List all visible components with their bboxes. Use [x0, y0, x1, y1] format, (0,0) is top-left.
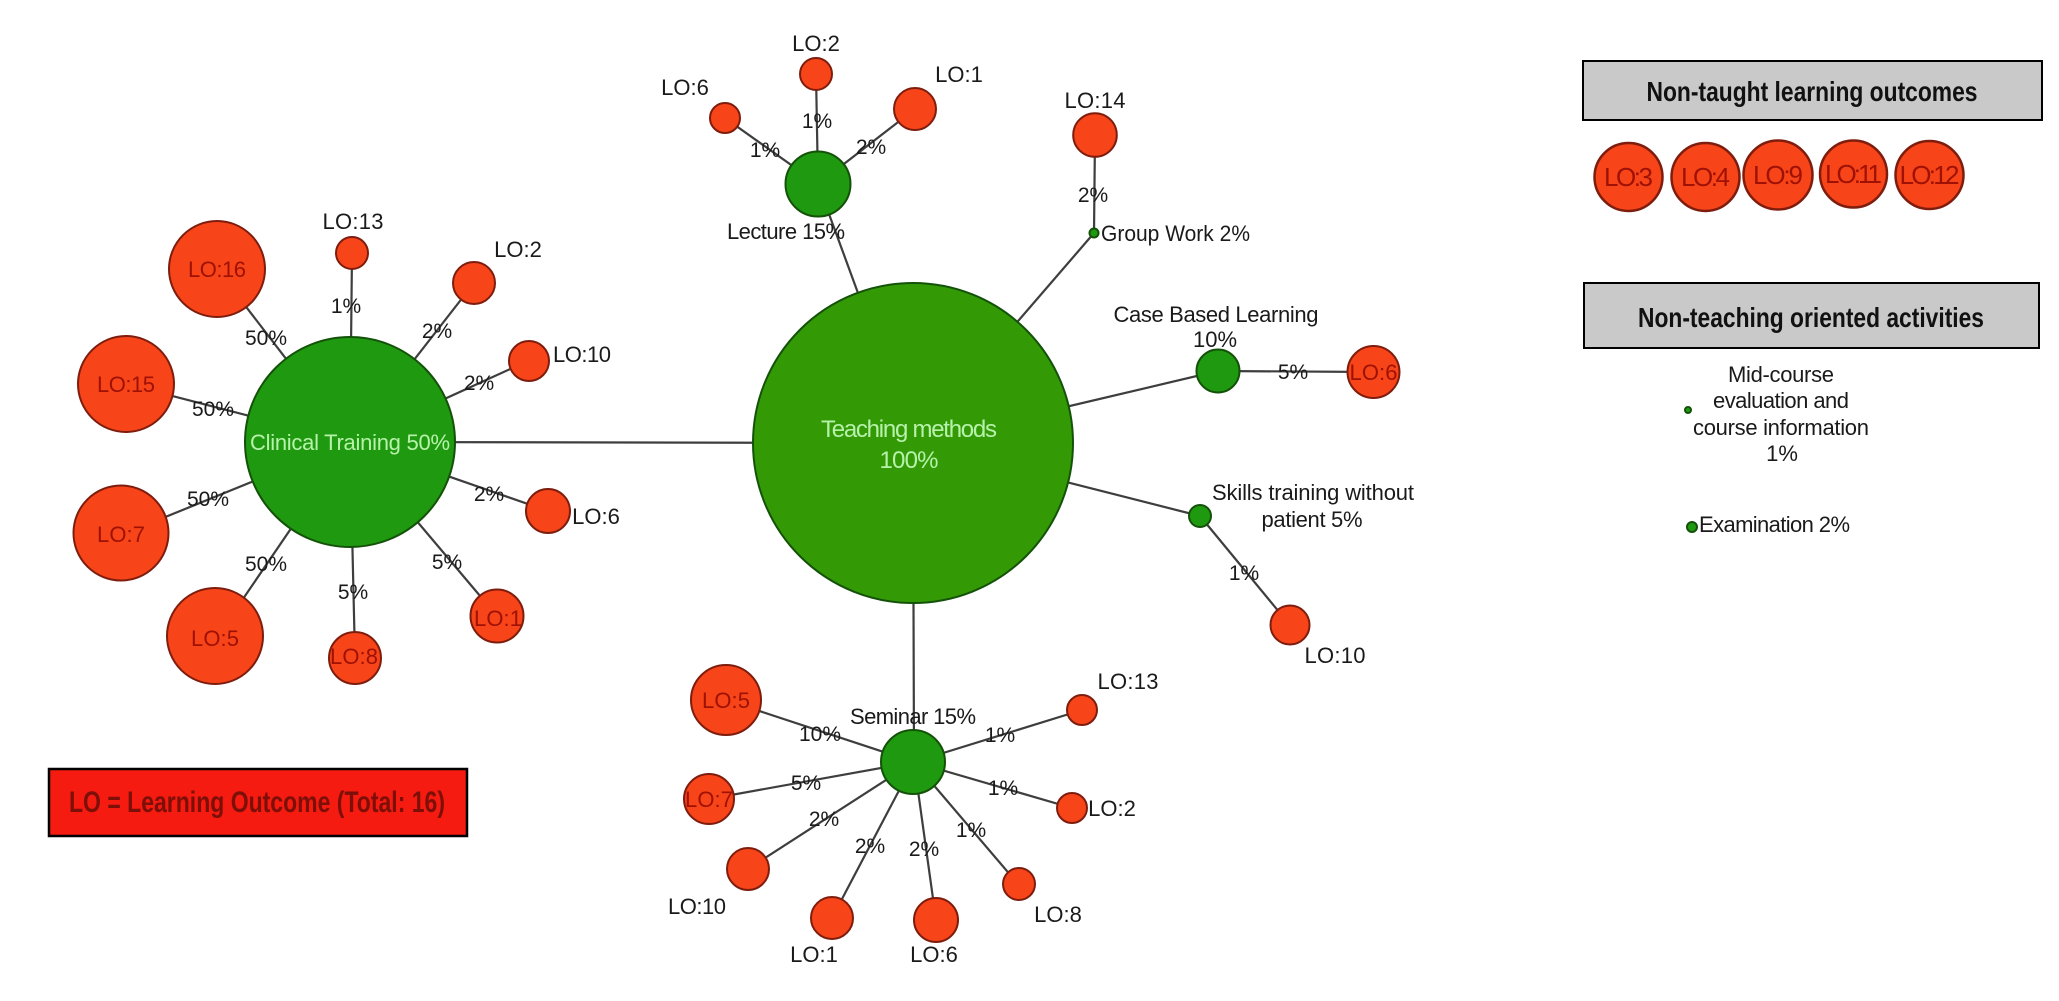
svg-text:1%: 1% — [331, 295, 361, 318]
svg-text:evaluation and: evaluation and — [1713, 388, 1849, 413]
svg-text:LO:9: LO:9 — [1753, 160, 1803, 190]
svg-text:LO:6: LO:6 — [661, 75, 709, 100]
svg-text:50%: 50% — [192, 398, 234, 421]
svg-text:LO:6: LO:6 — [572, 504, 620, 529]
svg-text:Group Work 2%: Group Work 2% — [1101, 221, 1250, 246]
svg-text:1%: 1% — [1766, 441, 1798, 466]
svg-text:LO:10: LO:10 — [1305, 643, 1366, 668]
svg-text:LO:14: LO:14 — [1065, 88, 1126, 113]
svg-text:LO:7: LO:7 — [685, 787, 733, 812]
svg-text:10%: 10% — [799, 723, 841, 746]
svg-text:Teaching methods: Teaching methods — [821, 416, 997, 443]
svg-text:LO:13: LO:13 — [323, 209, 384, 234]
svg-text:LO:10: LO:10 — [553, 342, 611, 367]
svg-text:1%: 1% — [988, 777, 1018, 800]
svg-text:course information: course information — [1693, 415, 1869, 440]
svg-text:LO:1: LO:1 — [935, 62, 983, 87]
svg-text:1%: 1% — [1229, 562, 1259, 585]
svg-text:LO:2: LO:2 — [494, 237, 542, 262]
svg-text:2%: 2% — [909, 838, 939, 861]
svg-text:2%: 2% — [809, 808, 839, 831]
svg-text:5%: 5% — [1278, 361, 1308, 384]
svg-text:patient 5%: patient 5% — [1262, 507, 1363, 532]
svg-text:LO = Learning Outcome (Total:: LO = Learning Outcome (Total: 16) — [69, 786, 445, 819]
svg-text:LO:6: LO:6 — [1350, 360, 1398, 385]
svg-text:1%: 1% — [956, 819, 986, 842]
svg-text:LO:7: LO:7 — [97, 522, 145, 547]
svg-text:2%: 2% — [464, 372, 494, 395]
svg-text:2%: 2% — [855, 835, 885, 858]
svg-text:Case Based Learning: Case Based Learning — [1114, 302, 1319, 327]
svg-text:Non-teaching oriented activiti: Non-teaching oriented activities — [1638, 302, 1984, 333]
svg-text:LO:2: LO:2 — [792, 31, 840, 56]
svg-text:Non-taught learning outcomes: Non-taught learning outcomes — [1647, 76, 1978, 107]
svg-text:Clinical Training 50%: Clinical Training 50% — [250, 430, 450, 455]
svg-text:LO:1: LO:1 — [790, 942, 838, 967]
svg-text:LO:11: LO:11 — [1825, 159, 1882, 189]
svg-text:1%: 1% — [985, 724, 1015, 747]
svg-text:LO:5: LO:5 — [191, 626, 239, 651]
svg-text:5%: 5% — [432, 551, 462, 574]
svg-text:LO:13: LO:13 — [1098, 669, 1159, 694]
svg-text:LO:6: LO:6 — [910, 942, 958, 967]
svg-text:LO:5: LO:5 — [702, 688, 750, 713]
svg-text:LO:15: LO:15 — [97, 372, 155, 397]
svg-text:2%: 2% — [422, 320, 452, 343]
svg-text:2%: 2% — [474, 483, 504, 506]
svg-text:5%: 5% — [791, 772, 821, 795]
svg-text:Examination 2%: Examination 2% — [1699, 512, 1850, 537]
svg-text:5%: 5% — [338, 581, 368, 604]
svg-text:50%: 50% — [245, 327, 287, 350]
svg-text:50%: 50% — [245, 553, 287, 576]
svg-text:Seminar 15%: Seminar 15% — [850, 704, 976, 729]
svg-text:50%: 50% — [187, 488, 229, 511]
svg-text:2%: 2% — [1078, 184, 1108, 207]
svg-text:LO:16: LO:16 — [188, 257, 246, 282]
svg-text:Lecture 15%: Lecture 15% — [727, 219, 845, 244]
svg-text:1%: 1% — [750, 139, 780, 162]
svg-text:LO:8: LO:8 — [330, 644, 378, 669]
svg-text:LO:4: LO:4 — [1681, 162, 1730, 192]
svg-text:LO:8: LO:8 — [1034, 902, 1082, 927]
svg-text:100%: 100% — [880, 447, 939, 474]
svg-text:2%: 2% — [856, 136, 886, 159]
svg-text:Mid-course: Mid-course — [1728, 362, 1834, 387]
svg-text:LO:3: LO:3 — [1604, 162, 1653, 192]
svg-text:1%: 1% — [802, 110, 832, 133]
svg-text:LO:12: LO:12 — [1900, 160, 1960, 190]
svg-text:10%: 10% — [1193, 327, 1237, 352]
svg-text:LO:1: LO:1 — [474, 606, 522, 631]
svg-text:Skills training without: Skills training without — [1212, 480, 1414, 505]
svg-text:LO:10: LO:10 — [668, 894, 726, 919]
svg-text:LO:2: LO:2 — [1088, 796, 1136, 821]
